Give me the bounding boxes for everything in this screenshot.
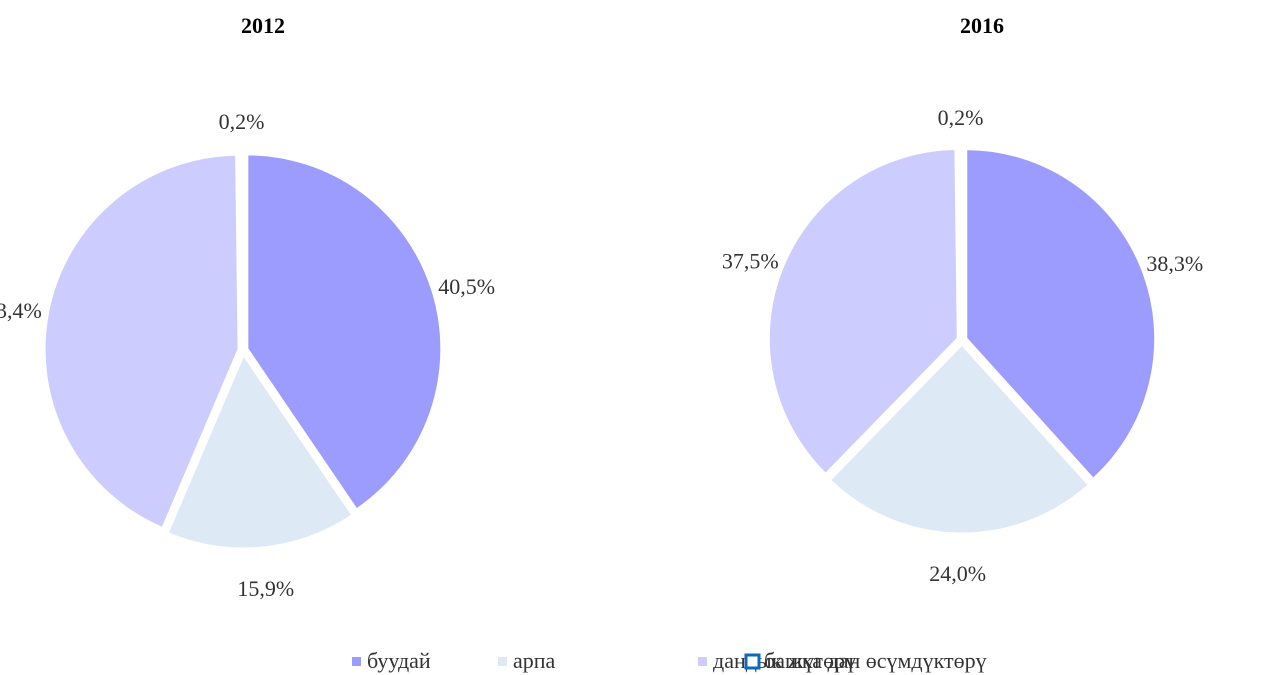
pie-slice [827, 341, 1092, 536]
data-label: 0,2% [938, 105, 984, 130]
data-label: 15,9% [237, 576, 294, 601]
legend-swatch [352, 657, 361, 666]
legend-swatch [744, 653, 761, 670]
legend-label: дандык жүгөрү [713, 648, 856, 673]
pie-slice [766, 147, 960, 477]
data-label: 0,2% [219, 109, 265, 134]
pie-slice [239, 149, 245, 347]
pie-slice [42, 152, 241, 531]
data-label: 40,5% [438, 274, 495, 299]
data-label: 38,3% [1146, 251, 1203, 276]
pie-slice [964, 147, 1158, 482]
data-label: 24,0% [929, 561, 986, 586]
chart-title: 2016 [960, 13, 1004, 38]
legend-swatch [498, 657, 507, 666]
pie-slice [958, 144, 964, 337]
legend-label: арпа [513, 648, 556, 673]
data-label: 37,5% [722, 248, 779, 273]
data-label: 43,4% [0, 298, 42, 323]
pie-slice [165, 350, 356, 551]
pie-slice [245, 152, 444, 513]
legend-swatch [698, 657, 707, 666]
chart-title: 2012 [241, 13, 285, 38]
legend-label: башка дан өсүмдүктөрү [764, 648, 987, 673]
legend-label: буудай [367, 648, 431, 673]
